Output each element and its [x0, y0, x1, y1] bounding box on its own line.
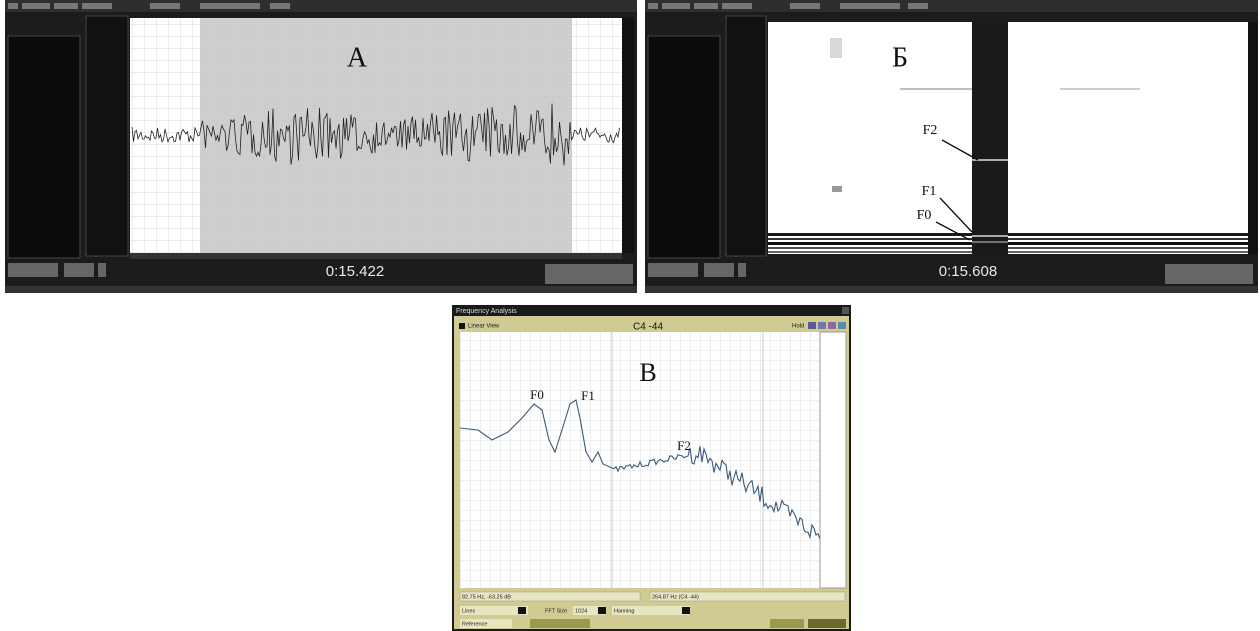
ui-shape [530, 619, 590, 628]
mode-select[interactable]: Lines [462, 608, 475, 614]
ui-shape [8, 3, 18, 9]
panel-label: В [639, 358, 656, 387]
ui-shape [682, 607, 690, 614]
view-toggle[interactable]: Linear View [468, 324, 500, 330]
panel-a: А 0:15.422 [5, 0, 637, 293]
ui-shape [648, 36, 720, 258]
fft-select[interactable]: 1024 [575, 608, 587, 614]
status-right: 264.87 Hz (C4 -44) [652, 594, 699, 600]
ui-shape [64, 263, 94, 277]
ui-shape [808, 619, 846, 628]
ui-shape [598, 607, 606, 614]
ui-shape [790, 3, 820, 9]
ui-shape [840, 3, 900, 9]
ui-shape [648, 3, 658, 9]
time-display: 0:15.422 [326, 263, 384, 280]
ui-shape [130, 253, 622, 259]
annotation: F1 [922, 184, 937, 199]
ui-shape [704, 263, 734, 277]
ui-shape [820, 332, 846, 588]
ui-shape [622, 18, 634, 253]
ui-shape [770, 619, 804, 628]
annotation: F1 [581, 388, 595, 403]
ui-shape [8, 36, 80, 258]
ui-shape [82, 3, 112, 9]
ui-shape [828, 322, 836, 329]
ui-shape [545, 264, 633, 284]
ui-shape [838, 322, 846, 329]
note-display: C4 -44 [633, 322, 663, 333]
ui-shape [738, 263, 746, 277]
ui-shape [694, 3, 718, 9]
ui-shape [86, 16, 128, 256]
page: А 0:15.422 F2 F1 F0 Б 0:15.608 Frequency… [0, 0, 1260, 631]
ui-shape [722, 3, 752, 9]
ui-shape [662, 3, 690, 9]
ui-shape [645, 286, 1258, 293]
spectrogram-band [1060, 88, 1140, 90]
reference-field[interactable]: Reference [462, 621, 487, 627]
panel-v: Frequency Analysis Linear View C4 -44 Ho… [452, 305, 851, 631]
window-title: Frequency Analysis [456, 308, 517, 315]
panel-b: F2 F1 F0 Б 0:15.608 [645, 0, 1258, 293]
ui-shape [726, 16, 766, 256]
ui-shape [8, 263, 58, 277]
ui-shape [200, 18, 572, 253]
time-display: 0:15.608 [939, 263, 997, 280]
ui-shape [518, 607, 526, 614]
ui-shape [818, 322, 826, 329]
panel-label: А [347, 42, 368, 73]
ui-shape [648, 263, 698, 277]
annotation: F0 [917, 208, 932, 223]
annotation: F0 [530, 387, 544, 402]
ui-shape [1248, 22, 1258, 254]
ui-shape [842, 307, 849, 314]
status-left: 82.75 Hz, -63.25 dB [462, 594, 511, 600]
ui-shape [459, 323, 465, 329]
spectrogram-band [900, 88, 972, 90]
spectrogram-band [830, 38, 842, 58]
annotation: F2 [923, 123, 938, 138]
ui-shape [98, 263, 106, 277]
window-select[interactable]: Hanning [614, 608, 635, 614]
ui-shape [5, 286, 637, 293]
ui-shape [908, 3, 928, 9]
hold-label: Hold [792, 324, 804, 330]
spectrogram-band [832, 186, 842, 192]
ui-shape [22, 3, 50, 9]
annotation: F2 [677, 438, 691, 453]
fft-label: FFT Size [545, 608, 567, 614]
figure: А 0:15.422 F2 F1 F0 Б 0:15.608 Frequency… [0, 0, 1260, 631]
ui-shape [150, 3, 180, 9]
ui-shape [808, 322, 816, 329]
ui-shape [972, 22, 1008, 254]
ui-shape [200, 3, 260, 9]
panel-label: Б [892, 42, 908, 73]
ui-shape [54, 3, 78, 9]
ui-shape [1165, 264, 1253, 284]
ui-shape [270, 3, 290, 9]
